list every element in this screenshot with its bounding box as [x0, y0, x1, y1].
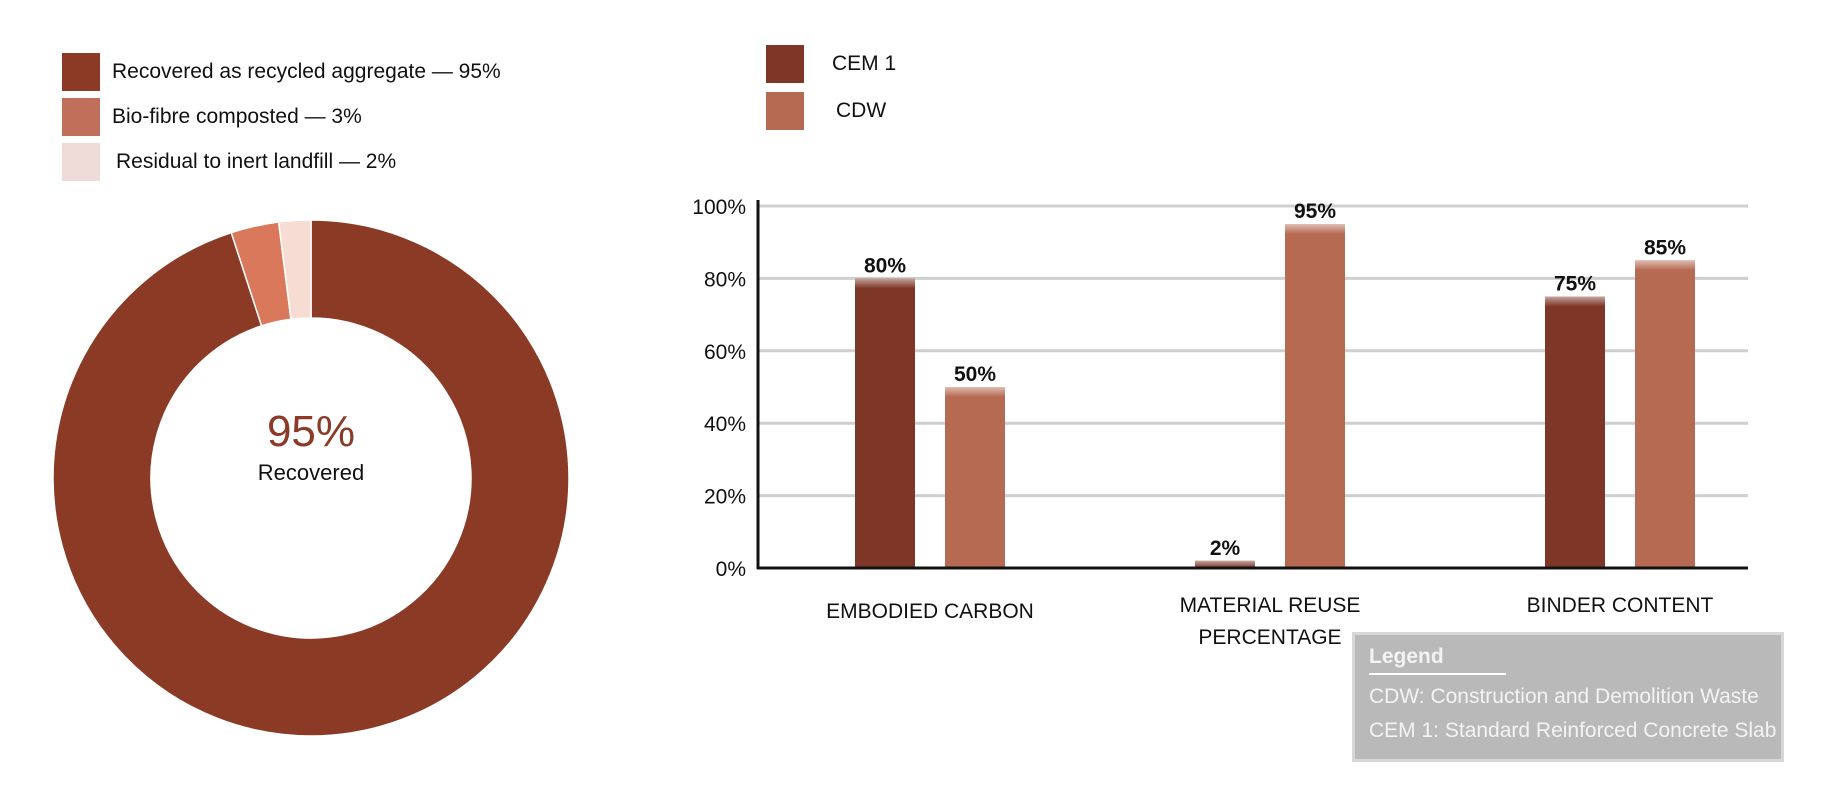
legend-label: CEM 1: [832, 52, 897, 75]
legend-swatch: [62, 98, 100, 136]
y-tick-label: 60%: [704, 341, 746, 364]
y-tick-label: 100%: [692, 196, 746, 219]
bar-legend-item-cem1: CEM 1: [766, 45, 896, 83]
bar-cem-1-0: [855, 278, 915, 568]
bar-marks: [855, 224, 1695, 568]
bar-highlight: [1285, 224, 1345, 235]
bar-value-label: 85%: [1644, 236, 1686, 259]
abbreviation-cem1: CEM 1: Standard Reinforced Concrete Slab: [1369, 719, 1777, 742]
bar-highlight: [1545, 296, 1605, 307]
x-category-label: MATERIAL REUSE: [1180, 594, 1361, 617]
donut-legend-item-recovered: Recovered as recycled aggregate — 95%: [62, 53, 501, 91]
bar-value-label: 2%: [1210, 537, 1241, 560]
legend-swatch: [62, 53, 100, 91]
donut-slices: [52, 219, 570, 737]
legend-swatch: [766, 92, 804, 130]
bar-cem-1-2: [1545, 296, 1605, 568]
donut-slice-landfill: [277, 219, 312, 321]
x-category-label: BINDER CONTENT: [1527, 594, 1714, 617]
bar-cdw-1: [1285, 224, 1345, 568]
donut-center-label: Recovered: [258, 460, 364, 485]
bar-legend-item-cdw: CDW: [766, 92, 886, 130]
bar-value-label: 80%: [864, 254, 906, 277]
legend-label: Residual to inert landfill — 2%: [116, 150, 397, 173]
y-tick-label: 20%: [704, 486, 746, 509]
legend-label: Recovered as recycled aggregate — 95%: [112, 60, 501, 83]
bar-category-labels: EMBODIED CARBON MATERIAL REUSE PERCENTAGE B…: [826, 594, 1713, 649]
bar-value-label: 75%: [1554, 273, 1596, 296]
abbreviation-legend-box: Legend CDW: Construction and Demolition …: [1352, 632, 1784, 762]
legend-label: CDW: [836, 99, 887, 122]
bar-value-labels: 80% 50% 2% 95% 75% 85%: [864, 200, 1686, 560]
legend-swatch: [766, 45, 804, 83]
donut-chart: 95% Recovered: [52, 219, 570, 737]
donut-legend-item-landfill: Residual to inert landfill — 2%: [62, 143, 396, 181]
bar-highlight: [945, 387, 1005, 397]
bar-highlight: [1635, 260, 1695, 271]
bar-chart: 0% 20% 40% 60% 80% 100% 80% 50% 2% 95% 75% 85% EMB…: [692, 196, 1748, 649]
abbreviation-legend-title: Legend: [1369, 645, 1506, 675]
legend-swatch: [62, 143, 100, 181]
bar-y-tick-labels: 0% 20% 40% 60% 80% 100%: [692, 196, 746, 581]
bar-cdw-0: [945, 387, 1005, 568]
y-tick-label: 80%: [704, 268, 746, 291]
bar-value-label: 95%: [1294, 200, 1336, 223]
bar-cdw-2: [1635, 260, 1695, 568]
abbreviation-cdw: CDW: Construction and Demolition Waste: [1369, 685, 1759, 708]
legend-label: Bio-fibre composted — 3%: [112, 105, 362, 128]
y-tick-label: 0%: [716, 558, 746, 581]
bar-value-label: 50%: [954, 363, 996, 386]
bar-highlight: [855, 278, 915, 289]
donut-center-value: 95%: [267, 407, 355, 456]
donut-legend-item-composted: Bio-fibre composted — 3%: [62, 98, 362, 136]
x-category-label: EMBODIED CARBON: [826, 600, 1034, 623]
y-tick-label: 40%: [704, 413, 746, 436]
x-category-label: PERCENTAGE: [1198, 626, 1341, 649]
donut-slice-recovered: [52, 219, 570, 737]
bar-highlight: [1195, 560, 1255, 568]
